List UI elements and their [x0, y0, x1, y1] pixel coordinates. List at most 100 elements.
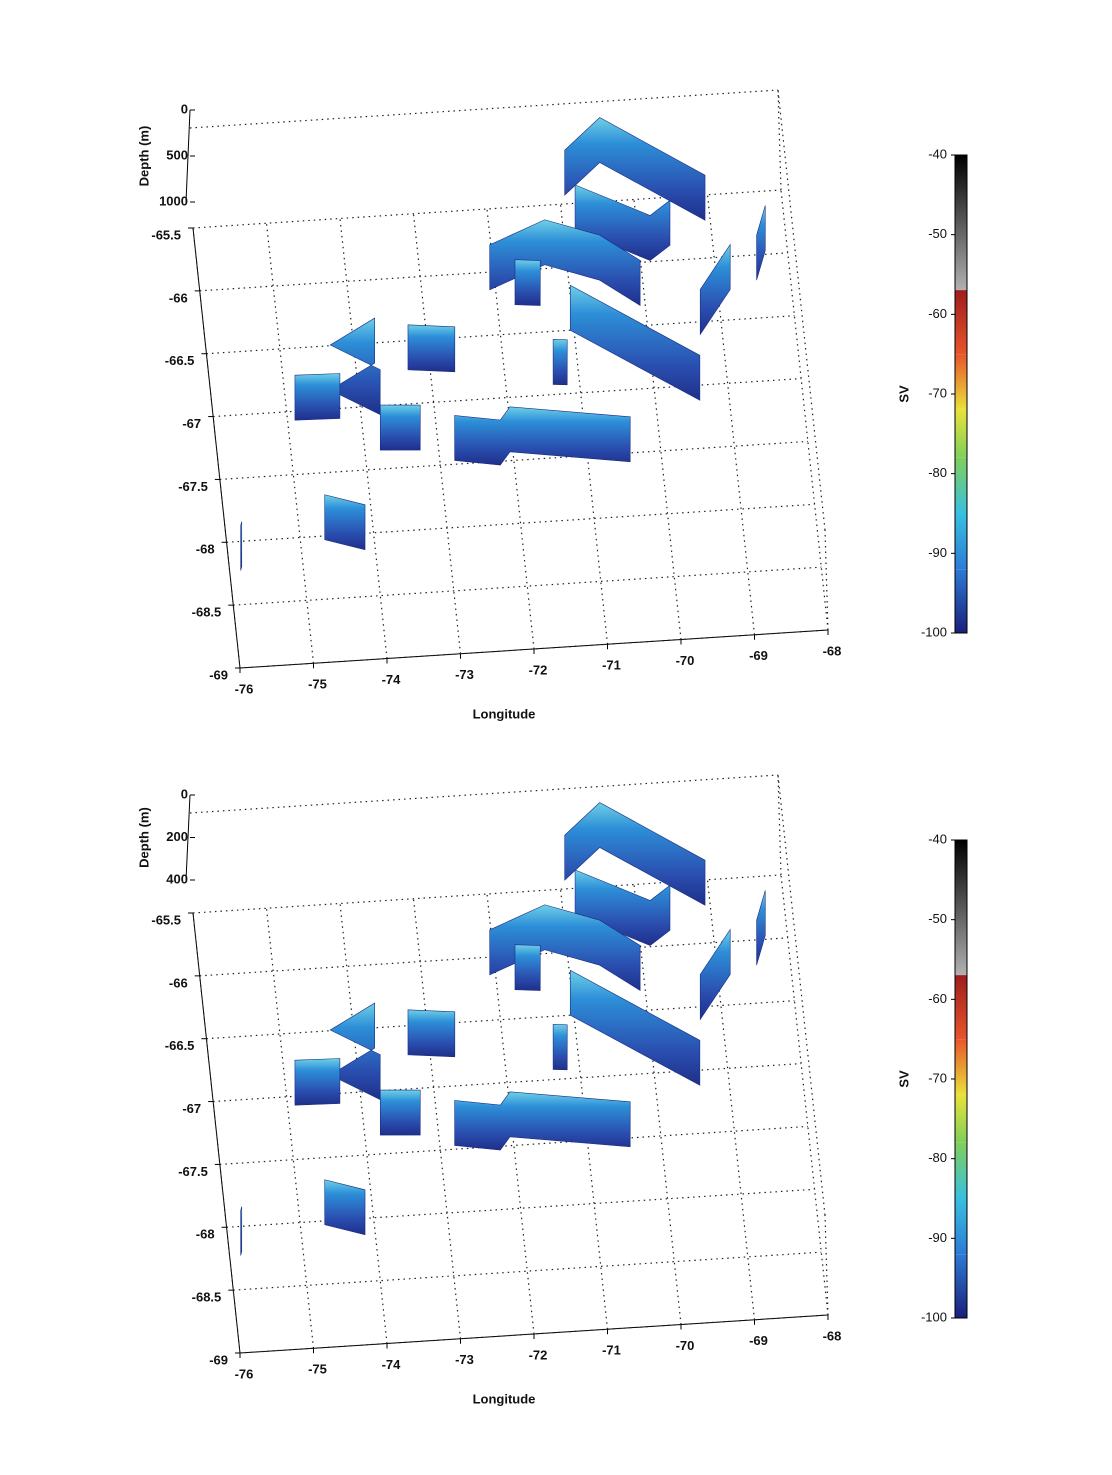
colorbar-label: SV — [896, 1070, 911, 1088]
y-tick-label: -69 — [209, 667, 228, 682]
x-tick-label: -71 — [602, 1343, 621, 1358]
echogram-curtain — [489, 904, 641, 991]
grid-line — [412, 213, 462, 654]
colorbar-tick-label: -50 — [928, 226, 947, 241]
grid-line — [339, 218, 388, 659]
echogram-curtain — [454, 406, 631, 466]
grid-line — [226, 1188, 815, 1228]
z-tick-label: 500 — [166, 147, 188, 162]
colorbar-tick-label: -60 — [928, 306, 947, 321]
x-tick-label: -75 — [308, 1362, 327, 1377]
y-tick-label: -67 — [182, 416, 201, 431]
box-edge — [777, 774, 826, 1216]
echogram-curtain — [324, 494, 366, 551]
x-tick-label: -68 — [823, 1328, 842, 1343]
colorbar-segment — [955, 289, 967, 291]
z-axis-line — [185, 794, 191, 881]
echogram-curtain — [699, 243, 731, 336]
echogram-curtain — [294, 1058, 341, 1106]
echogram-curtain — [564, 117, 706, 221]
y-tick-label: -66.5 — [165, 1038, 195, 1053]
colorbar-segment — [955, 974, 967, 976]
grid-line — [265, 908, 315, 1349]
echogram-curtain — [514, 944, 541, 991]
y-tick-label: -66 — [169, 290, 188, 305]
z-tick-label: 200 — [166, 829, 188, 844]
z-tick-label: 0 — [181, 786, 188, 801]
x-axis-label: Longitude — [473, 1391, 536, 1406]
x-tick-label: -74 — [382, 1357, 402, 1372]
echogram-curtain — [699, 928, 731, 1021]
x-axis-label: Longitude — [473, 706, 536, 721]
box-edge — [824, 1214, 829, 1316]
echogram-curtain — [489, 219, 641, 306]
y-tick-label: -66.5 — [165, 353, 195, 368]
grid-line — [339, 903, 388, 1344]
x-tick-label: -69 — [749, 648, 768, 663]
colorbar-segment — [955, 457, 967, 514]
y-tick-label: -68.5 — [192, 605, 222, 620]
echogram-curtain — [407, 324, 456, 373]
colorbar-tick-label: -80 — [928, 465, 947, 480]
colorbar-tick-label: -90 — [928, 545, 947, 560]
z-axis-label: Depth (m) — [136, 126, 151, 187]
box-edge — [777, 89, 782, 191]
grid-line — [706, 194, 756, 635]
colorbar-segment — [955, 354, 967, 410]
colorbar-tick-label: -60 — [928, 991, 947, 1006]
colorbar-segment — [955, 840, 967, 975]
x-tick-label: -73 — [455, 667, 474, 682]
colorbar-segment — [955, 290, 967, 355]
echogram-curtain — [454, 1091, 631, 1151]
echogram-curtain — [756, 205, 766, 281]
echogram-curtain — [324, 1179, 366, 1236]
colorbar-tick-label: -50 — [928, 911, 947, 926]
y-tick-label: -67.5 — [178, 1164, 208, 1179]
box-edge — [777, 89, 826, 531]
colorbar-segment — [955, 155, 967, 290]
y-tick-label: -65.5 — [151, 912, 181, 927]
colorbar-segment — [955, 409, 967, 458]
colorbar-tick-label: -90 — [928, 1230, 947, 1245]
box-edge — [777, 774, 782, 876]
grid-line — [780, 189, 829, 631]
x-tick-label: -70 — [676, 653, 695, 668]
echogram-curtain — [564, 802, 706, 906]
y-tick-label: -68 — [196, 542, 215, 557]
echogram-curtain — [294, 373, 341, 421]
grid-line — [192, 912, 241, 1354]
colorbar-segment — [955, 1094, 967, 1143]
y-tick-label: -66 — [169, 975, 188, 990]
x-tick-label: -69 — [749, 1333, 768, 1348]
grid-line — [706, 879, 756, 1320]
echogram-curtain — [569, 284, 701, 401]
colorbar-segment — [955, 1142, 967, 1199]
colorbar-segment — [955, 513, 967, 570]
box-edge — [189, 774, 779, 814]
z-tick-label: 1000 — [159, 193, 188, 208]
colorbar-segment — [955, 569, 967, 633]
colorbar-tick-label: -40 — [928, 146, 947, 161]
echogram-curtain — [569, 969, 701, 1086]
grid-line — [633, 199, 682, 640]
x-tick-label: -72 — [529, 1347, 548, 1362]
y-tick-label: -68 — [196, 1227, 215, 1242]
colorbar-segment — [955, 975, 967, 1040]
x-tick-label: -76 — [235, 1366, 254, 1381]
colorbar-segment — [955, 1254, 967, 1318]
x-tick-label: -70 — [676, 1338, 695, 1353]
echogram-curtain — [756, 890, 766, 966]
colorbar-tick-label: -70 — [928, 1070, 947, 1085]
colorbar-tick-label: -70 — [928, 385, 947, 400]
x-tick-label: -72 — [529, 662, 548, 677]
echogram-curtain — [379, 404, 421, 451]
grid-line — [633, 884, 682, 1325]
z-axis-label: Depth (m) — [136, 807, 151, 868]
box-edge — [189, 89, 779, 129]
box-edge — [824, 529, 829, 631]
colorbar-label: SV — [896, 385, 911, 403]
grid-line — [226, 503, 815, 543]
colorbar-segment — [955, 1198, 967, 1255]
grid-line — [265, 223, 315, 664]
